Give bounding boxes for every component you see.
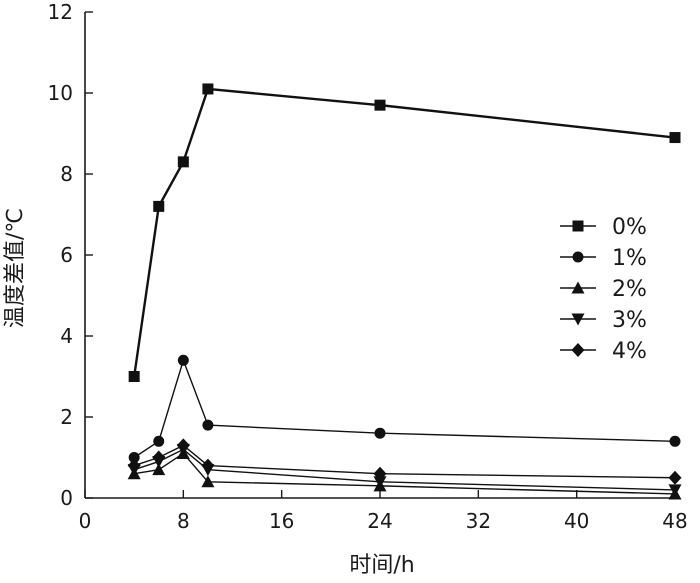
series-line — [133, 444, 676, 479]
y-tick-label: 4 — [60, 324, 73, 348]
axes — [84, 12, 675, 499]
x-axis-ticks: 0 8 16 24 32 40 48 — [79, 490, 688, 533]
series-2% — [127, 446, 682, 500]
legend-item: 0% — [560, 215, 647, 240]
x-tick-label: 0 — [79, 509, 92, 533]
data-point — [202, 83, 214, 95]
legend-item: 4% — [560, 339, 647, 364]
legend-item: 2% — [560, 277, 647, 302]
series-layer — [127, 83, 682, 500]
data-point — [201, 458, 215, 473]
data-point — [669, 435, 681, 447]
legend-label: 0% — [612, 215, 647, 240]
legend: 0% 1% 2% 3% 4% — [560, 215, 647, 364]
y-axis-title: 温度差值/℃ — [3, 208, 28, 328]
data-point — [153, 435, 165, 447]
data-point — [152, 450, 166, 465]
data-point — [201, 475, 215, 488]
data-point — [373, 476, 387, 489]
series-line — [133, 448, 676, 491]
data-point — [374, 99, 386, 111]
data-point — [176, 438, 190, 453]
series-1% — [128, 354, 681, 463]
data-point — [128, 371, 140, 382]
data-point — [177, 156, 189, 168]
series-line — [132, 87, 676, 377]
data-point — [127, 458, 141, 473]
legend-marker — [572, 220, 584, 232]
data-point — [373, 466, 387, 481]
data-point — [177, 354, 189, 366]
data-point — [128, 452, 140, 463]
series-3% — [127, 443, 682, 497]
x-tick-label: 8 — [177, 509, 190, 533]
legend-label: 2% — [612, 277, 647, 302]
series-4% — [127, 438, 682, 485]
x-tick-label: 24 — [367, 509, 392, 533]
series-line — [134, 452, 676, 495]
legend-marker — [572, 251, 584, 263]
legend-label: 4% — [612, 339, 647, 364]
data-point — [668, 484, 682, 497]
y-tick-label: 0 — [60, 486, 73, 510]
data-point — [153, 200, 165, 212]
legend-label: 1% — [612, 246, 647, 271]
y-tick-label: 12 — [48, 0, 73, 24]
x-axis-title: 时间/h — [349, 553, 414, 578]
y-tick-label: 2 — [60, 405, 73, 429]
series-0% — [128, 83, 681, 382]
x-tick-label: 48 — [662, 509, 687, 533]
x-tick-label: 32 — [466, 509, 491, 533]
y-tick-label: 6 — [60, 243, 73, 267]
series-line — [133, 358, 676, 459]
data-point — [152, 463, 166, 476]
data-point — [374, 427, 386, 439]
data-point — [669, 132, 681, 144]
legend-item: 3% — [560, 308, 647, 333]
data-point — [668, 470, 682, 485]
data-point — [202, 419, 214, 431]
y-tick-label: 8 — [60, 162, 73, 186]
legend-marker — [571, 281, 585, 294]
x-tick-label: 40 — [564, 509, 589, 533]
legend-marker — [571, 343, 585, 357]
legend-item: 1% — [560, 246, 647, 271]
x-tick-label: 16 — [269, 509, 294, 533]
y-tick-label: 10 — [48, 81, 73, 105]
legend-label: 3% — [612, 308, 647, 333]
y-axis-ticks: 0 2 4 6 8 10 12 — [48, 0, 93, 510]
legend-marker — [571, 313, 585, 326]
